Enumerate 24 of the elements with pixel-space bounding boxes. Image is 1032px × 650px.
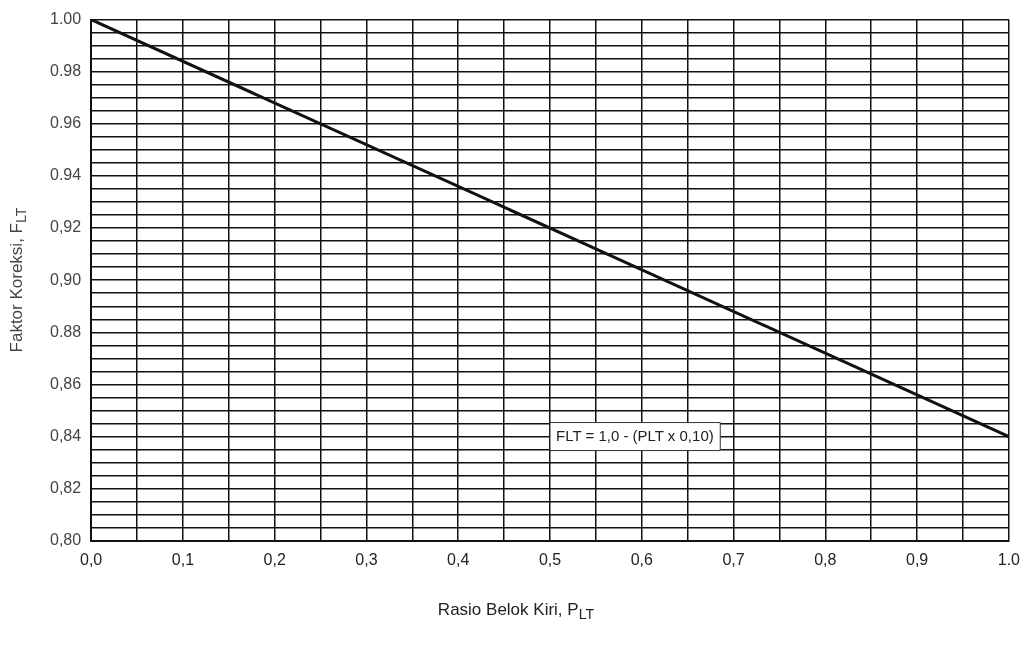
annotation: FLT = 1,0 - (PLT x 0,10) <box>556 426 714 444</box>
x-tick-label: 0,5 <box>538 550 562 568</box>
x-tick-label: 0,9 <box>905 550 929 568</box>
x-axis-title: Rasio Belok Kiri, P$_{LT}$ <box>436 600 596 623</box>
y-tick-label: 1.00 <box>50 10 82 28</box>
x-tick-label: 1.0 <box>997 550 1021 568</box>
y-tick-label: 0.96 <box>50 114 82 132</box>
y-tick-label: 0,92 <box>50 218 82 236</box>
x-tick-label: 0,6 <box>630 550 653 568</box>
y-tick-label: 0,84 <box>50 426 82 444</box>
x-tick-label: 0,3 <box>355 550 378 568</box>
y-tick-label: 0.94 <box>50 166 82 184</box>
x-tick-label: 0,7 <box>722 550 745 568</box>
x-tick-label: 0,1 <box>171 550 195 568</box>
y-tick-label: 0.98 <box>50 62 82 80</box>
y-tick-label: 0,82 <box>50 479 82 497</box>
x-tick-label: 0,8 <box>814 550 837 568</box>
y-tick-label: 0,90 <box>50 270 82 288</box>
y-tick-label: 0.88 <box>50 322 82 340</box>
y-tick-label: 0,80 <box>50 531 82 549</box>
y-tick-label: 0,86 <box>50 374 82 392</box>
x-tick-label: 0,4 <box>447 550 470 568</box>
x-tick-label: 0,2 <box>263 550 286 568</box>
x-tick-label: 0,0 <box>80 550 103 568</box>
